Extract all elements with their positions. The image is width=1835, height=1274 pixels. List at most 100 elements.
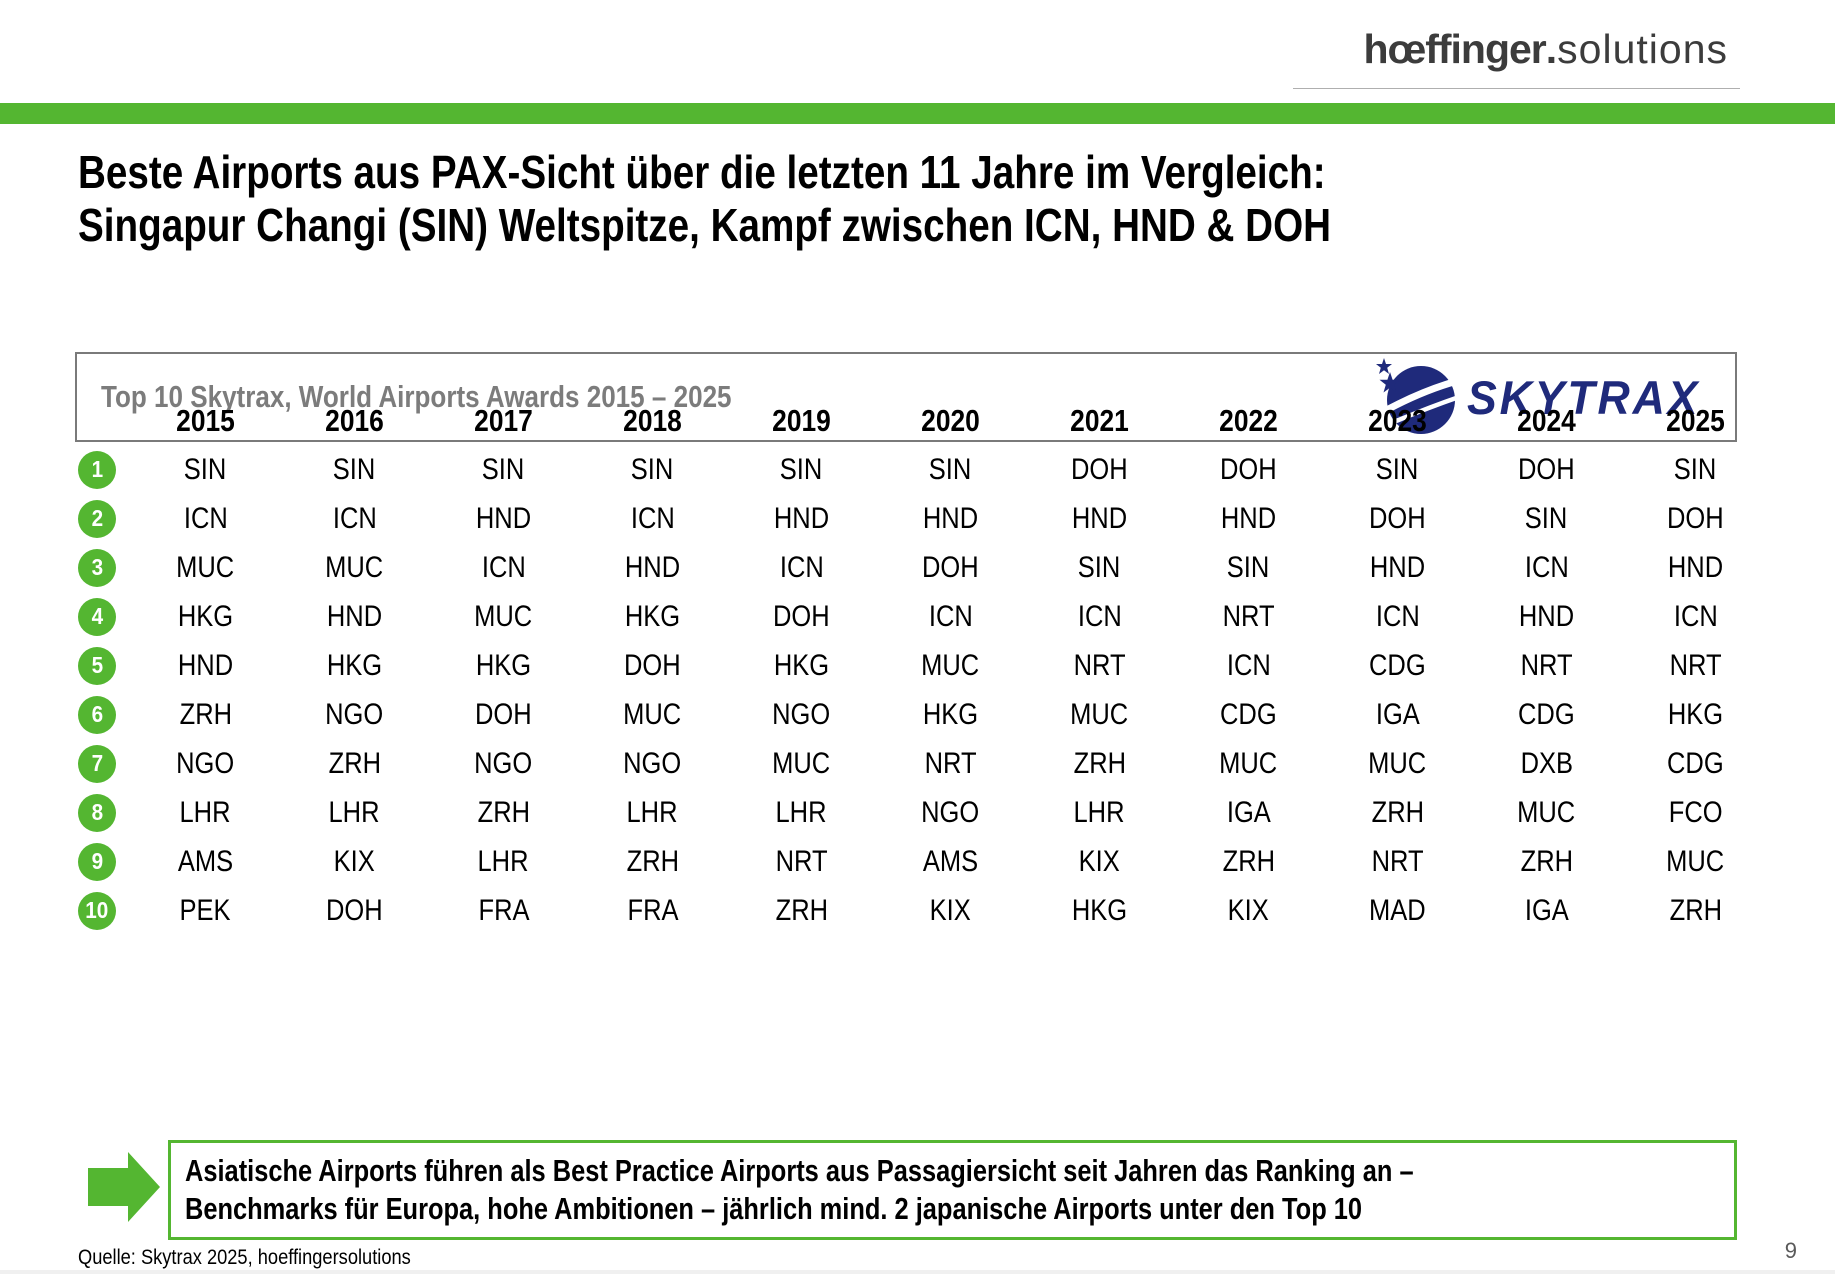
- airport-cell: ZRH: [775, 893, 828, 927]
- airport-cell: NGO: [623, 746, 682, 780]
- logo-secondary-text: solutions: [1557, 26, 1728, 72]
- airport-cell: HKG: [1667, 697, 1724, 731]
- rank-badge-circle: 3: [78, 548, 116, 587]
- airport-cell: MUC: [1368, 746, 1427, 780]
- airport-cell: FRA: [478, 893, 529, 927]
- airport-cell: AMS: [922, 844, 979, 878]
- rank-badge-circle: 1: [78, 450, 116, 489]
- airport-cell: NRT: [924, 746, 977, 780]
- airport-cell: SIN: [1674, 452, 1717, 486]
- year-header: 2021: [1070, 402, 1129, 438]
- rank-badge: 8: [63, 788, 131, 837]
- airport-cell: ZRH: [1371, 795, 1424, 829]
- logo-primary-text: hœffinger: [1363, 26, 1546, 72]
- star-icon: [1376, 358, 1393, 374]
- airport-cell: MUC: [325, 550, 384, 584]
- airport-cell: HKG: [773, 648, 830, 682]
- airport-cell: HND: [1667, 550, 1724, 584]
- airport-cell: DOH: [1220, 452, 1277, 486]
- rank-badge: 4: [63, 592, 131, 641]
- callout-arrow-icon: [88, 1152, 160, 1222]
- airport-cell: NGO: [921, 795, 980, 829]
- rank-badge-circle: 9: [78, 842, 116, 881]
- logo-dot: .: [1545, 26, 1558, 72]
- airport-cell: ZRH: [179, 697, 232, 731]
- airport-cell: HKG: [624, 599, 681, 633]
- airport-cell: ICN: [332, 501, 377, 535]
- skytrax-wordmark: SKYTRAX: [1467, 370, 1701, 424]
- airport-cell: ICN: [630, 501, 675, 535]
- airport-cell: PEK: [179, 893, 232, 927]
- airport-cell: ICN: [1673, 599, 1718, 633]
- rank-badge-circle: 2: [78, 499, 116, 538]
- airport-cell: DOH: [624, 648, 681, 682]
- airport-cell: LHR: [328, 795, 380, 829]
- airport-cell: DOH: [475, 697, 532, 731]
- year-header: 2016: [325, 402, 384, 438]
- airport-cell: FRA: [627, 893, 678, 927]
- airport-cell: HND: [1220, 501, 1277, 535]
- airport-cell: LHR: [179, 795, 231, 829]
- rank-badge: 3: [63, 543, 131, 592]
- airport-cell: ZRH: [626, 844, 679, 878]
- airport-cell: SIN: [1376, 452, 1419, 486]
- accent-bar: [0, 103, 1835, 124]
- airport-cell: KIX: [929, 893, 972, 927]
- rank-badge: 5: [63, 641, 131, 690]
- year-header: 2025: [1666, 402, 1725, 438]
- title-line-2: Singapur Changi (SIN) Weltspitze, Kampf …: [78, 199, 1332, 251]
- airport-cell: ICN: [183, 501, 228, 535]
- airport-cell: SIN: [184, 452, 227, 486]
- airport-cell: ICN: [1375, 599, 1420, 633]
- rank-badge-circle: 8: [78, 793, 116, 832]
- ranking-table: 2015 2016 2017 2018 2019 2020 2021 2022 2023 2024…: [63, 396, 1770, 935]
- table-corner: [63, 396, 131, 445]
- rank-badge: 10: [63, 886, 131, 935]
- airport-cell: HND: [326, 599, 383, 633]
- airport-cell: FCO: [1668, 795, 1723, 829]
- banner-label: Top 10 Skytrax, World Airports Awards 20…: [101, 379, 732, 414]
- skytrax-logo: SKYTRAX: [1373, 354, 1713, 440]
- airport-cell: HND: [1518, 599, 1575, 633]
- year-header: 2019: [772, 402, 831, 438]
- airport-cell: IGA: [1375, 697, 1420, 731]
- airport-cell: HND: [624, 550, 681, 584]
- airport-cell: MUC: [921, 648, 980, 682]
- year-header: 2018: [623, 402, 682, 438]
- year-header: 2023: [1368, 402, 1427, 438]
- airport-cell: CDG: [1518, 697, 1575, 731]
- airport-cell: ZRH: [477, 795, 530, 829]
- airport-cell: HND: [922, 501, 979, 535]
- airport-cell: DOH: [773, 599, 830, 633]
- airport-cell: MUC: [1070, 697, 1129, 731]
- airport-cell: HKG: [1071, 893, 1128, 927]
- airport-cell: CDG: [1667, 746, 1724, 780]
- rank-badge: 1: [63, 445, 131, 494]
- airport-cell: MUC: [474, 599, 533, 633]
- airport-cell: NRT: [775, 844, 828, 878]
- airport-cell: HND: [773, 501, 830, 535]
- airport-cell: NGO: [772, 697, 831, 731]
- airport-cell: NRT: [1520, 648, 1573, 682]
- rank-badge-circle: 10: [78, 891, 116, 930]
- airport-cell: DOH: [1369, 501, 1426, 535]
- skytrax-globe-icon: [1376, 358, 1460, 434]
- airport-cell: SIN: [780, 452, 823, 486]
- airport-cell: NGO: [325, 697, 384, 731]
- airport-cell: DOH: [1518, 452, 1575, 486]
- airport-cell: HKG: [177, 599, 234, 633]
- airport-cell: MUC: [772, 746, 831, 780]
- airport-cell: LHR: [1073, 795, 1125, 829]
- callout-line-2: Benchmarks für Europa, hohe Ambitionen –…: [185, 1191, 1363, 1226]
- year-header: 2017: [474, 402, 533, 438]
- airport-cell: DOH: [1071, 452, 1128, 486]
- airport-cell: DXB: [1520, 746, 1573, 780]
- airport-cell: MUC: [176, 550, 235, 584]
- airport-cell: SIN: [482, 452, 525, 486]
- airport-cell: NGO: [176, 746, 235, 780]
- airport-cell: ICN: [1226, 648, 1271, 682]
- airport-cell: IGA: [1226, 795, 1271, 829]
- airport-cell: CDG: [1220, 697, 1277, 731]
- year-header: 2024: [1517, 402, 1576, 438]
